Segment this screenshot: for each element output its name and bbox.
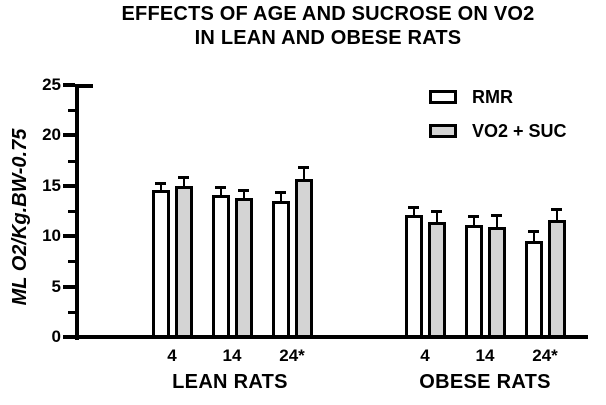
error-bar-cap — [275, 191, 286, 194]
error-bar-cap — [408, 206, 419, 209]
bar-vo2-suc-lean-rats-4 — [174, 186, 193, 338]
y-axis-tick-label: 5 — [51, 277, 61, 296]
error-bar-cap — [431, 210, 442, 213]
error-bar-stem — [472, 217, 475, 228]
error-bar-stem — [532, 232, 535, 244]
legend-item-rmr: RMR — [429, 87, 567, 107]
y-axis-tick-major — [63, 285, 75, 289]
legend-swatch-vo2-suc — [429, 124, 457, 138]
error-bar-stem — [279, 193, 282, 204]
x-axis-age-label: 4 — [420, 346, 430, 365]
bar-vo2-suc-obese-rats-14 — [487, 227, 506, 338]
error-bar-cap — [238, 189, 249, 192]
x-axis-age-label: 4 — [167, 346, 177, 365]
x-axis-line — [75, 335, 588, 339]
bar-vo2-suc-lean-rats-14 — [234, 198, 253, 338]
legend-label-vo2-suc: VO2 + SUC — [472, 120, 567, 141]
error-bar-stem — [159, 184, 162, 193]
error-bar-stem — [182, 178, 185, 189]
legend: RMR VO2 + SUC — [429, 87, 567, 155]
bar-vo2-suc-lean-rats-24 — [294, 179, 313, 338]
bar-rmr-obese-rats-4 — [404, 215, 423, 338]
error-bar-cap — [178, 176, 189, 179]
error-bar-stem — [242, 191, 245, 201]
y-axis-tick-minor — [68, 260, 75, 263]
y-axis-tick-major — [63, 83, 75, 87]
y-axis-tick-label: 25 — [42, 75, 61, 94]
y-axis-tick-minor — [68, 109, 75, 112]
error-bar-stem — [495, 216, 498, 230]
y-axis-tick-major — [63, 335, 75, 339]
y-axis-spine — [75, 84, 79, 340]
error-bar-cap — [298, 166, 309, 169]
error-bar-stem — [555, 210, 558, 223]
error-bar-stem — [219, 188, 222, 198]
error-bar-cap — [215, 186, 226, 189]
x-axis-age-label: 14 — [475, 346, 495, 365]
error-bar-cap — [528, 230, 539, 233]
legend-swatch-rmr — [429, 90, 457, 104]
bar-rmr-lean-rats-4 — [151, 190, 170, 338]
y-axis-tick-label: 15 — [42, 176, 61, 195]
bar-vo2-suc-obese-rats-24 — [547, 220, 566, 338]
y-axis-tick-label: 0 — [51, 327, 61, 346]
error-bar-stem — [435, 212, 438, 225]
legend-label-rmr: RMR — [472, 86, 513, 107]
y-axis-tick-minor — [68, 160, 75, 163]
y-axis-tick-major — [63, 234, 75, 238]
group-label-obese-rats: OBESE RATS — [419, 371, 551, 393]
error-bar-stem — [412, 208, 415, 218]
group-label-lean-rats: LEAN RATS — [172, 371, 288, 393]
y-axis-top-hook — [79, 84, 93, 88]
bar-rmr-obese-rats-24 — [524, 241, 543, 338]
y-axis-tick-minor — [68, 311, 75, 314]
y-axis-tick-major — [63, 133, 75, 137]
error-bar-cap — [491, 214, 502, 217]
bar-rmr-lean-rats-14 — [211, 195, 230, 338]
bar-rmr-lean-rats-24 — [271, 201, 290, 338]
error-bar-stem — [302, 168, 305, 182]
error-bar-cap — [551, 208, 562, 211]
chart-title-line2: IN LEAN AND OBESE RATS — [194, 27, 462, 49]
error-bar-cap — [155, 182, 166, 185]
error-bar-cap — [468, 215, 479, 218]
chart-title: EFFECTS OF AGE AND SUCROSE ON VO2 IN LEA… — [0, 2, 606, 50]
legend-item-vo2-suc: VO2 + SUC — [429, 121, 567, 141]
x-axis-age-label: 14 — [222, 346, 242, 365]
y-axis-tick-label: 20 — [42, 125, 61, 144]
bar-vo2-suc-obese-rats-4 — [427, 222, 446, 338]
y-axis-tick-minor — [68, 210, 75, 213]
x-axis-age-label: 24* — [279, 346, 305, 365]
y-axis-tick-major — [63, 184, 75, 188]
bar-rmr-obese-rats-14 — [464, 225, 483, 338]
y-axis-tick-label: 10 — [42, 226, 61, 245]
chart-title-line1: EFFECTS OF AGE AND SUCROSE ON VO2 — [121, 3, 535, 25]
x-axis-age-label: 24* — [532, 346, 558, 365]
